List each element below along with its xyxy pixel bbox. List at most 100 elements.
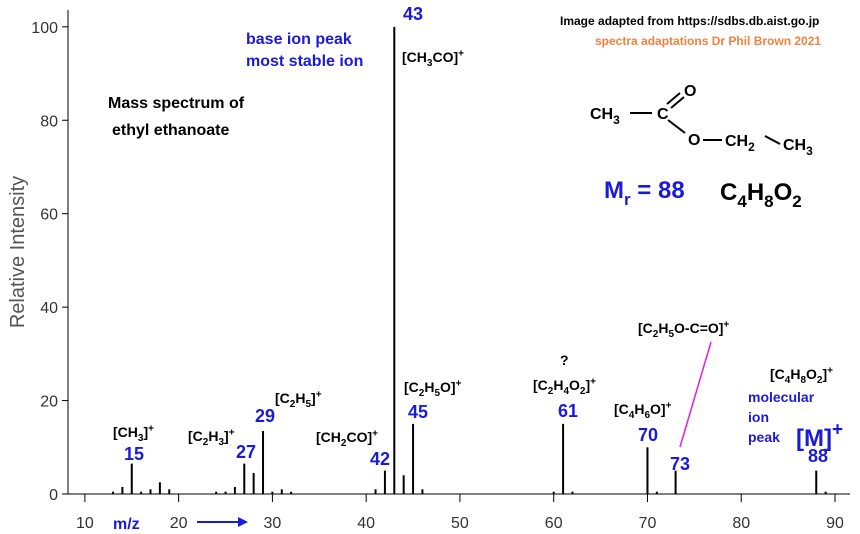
label-part: [C	[275, 390, 290, 406]
title: Mass spectrum of	[108, 95, 245, 112]
y-tick-label: 0	[49, 487, 58, 504]
label: [CH3]+	[113, 423, 154, 444]
label-part: +	[590, 376, 596, 387]
note: peak	[748, 429, 780, 445]
label: [C2H5]+	[275, 389, 322, 410]
label-part: H	[295, 390, 305, 406]
data-label: 73	[670, 454, 690, 474]
label-part: O	[688, 132, 700, 149]
data-label: 15	[124, 444, 144, 464]
label-part: H	[658, 320, 668, 336]
label: [C4H8O2]+	[770, 365, 833, 386]
x-tick-label: 50	[451, 515, 469, 532]
y-tick-label: 20	[40, 394, 58, 411]
label: [M]+	[796, 420, 843, 452]
label-part: CH	[725, 133, 748, 150]
label-part: 2	[341, 438, 347, 449]
label-part: 5	[305, 399, 311, 410]
label-part: 2	[653, 329, 659, 340]
note: molecular	[748, 389, 815, 405]
label-part: ]	[224, 428, 229, 444]
x-tick-label: 90	[826, 515, 844, 532]
label-part: [C	[638, 320, 653, 336]
data-label: 88	[808, 446, 828, 466]
label-part: +	[456, 378, 462, 389]
label-part: [C	[404, 379, 419, 395]
label: CH3	[783, 137, 813, 158]
title: ethyl ethanoate	[112, 122, 229, 139]
label: [C2H5O-C=O]+	[638, 319, 729, 340]
label: C	[657, 106, 669, 123]
label-part: CO]	[432, 49, 458, 65]
label-part: O]	[440, 379, 456, 395]
label-part: 4	[563, 386, 569, 397]
label-part: 3	[218, 437, 224, 448]
label-part: ]	[143, 424, 148, 440]
y-tick-label: 60	[40, 207, 58, 224]
label-part: CH	[590, 106, 613, 123]
data-label: 29	[255, 406, 275, 426]
label-part: H	[208, 428, 218, 444]
label-part: +	[372, 428, 378, 439]
label-part: O	[806, 366, 817, 382]
label-part: 3	[427, 58, 433, 69]
note: ion	[748, 409, 769, 425]
label-part: H	[747, 179, 764, 206]
label-part: 2	[548, 386, 554, 397]
label-part: 3	[138, 433, 144, 444]
label-part: M	[604, 177, 624, 204]
data-label: 45	[408, 402, 428, 422]
label-part: H	[634, 401, 644, 417]
label-part: O	[774, 179, 793, 206]
label-part: 2	[748, 140, 755, 154]
label: C4H8O2	[720, 179, 802, 211]
label-part: 2	[580, 386, 586, 397]
label: [C2H4O2]+	[533, 376, 596, 397]
label: [CH3CO]+	[402, 48, 464, 69]
data-label: 61	[558, 401, 578, 421]
label-part: +	[229, 427, 235, 438]
label-part: 2	[290, 399, 296, 410]
y-tick-label: 40	[40, 300, 58, 317]
note: base ion peak	[246, 31, 352, 48]
x-axis-label: m/z	[113, 516, 140, 533]
label-part: r	[624, 190, 631, 209]
label: CH2	[725, 133, 755, 154]
pointer	[679, 341, 712, 448]
data-label: 70	[638, 425, 658, 445]
label-part: 2	[792, 192, 801, 211]
x-tick-label: 80	[732, 515, 750, 532]
label-part: CH	[783, 137, 806, 154]
label: [CH2CO]+	[316, 428, 378, 449]
credit: Image adapted from https://sdbs.db.aist.…	[560, 14, 819, 28]
label-part: CO]	[346, 429, 372, 445]
label-part: H	[553, 377, 563, 393]
label-part: ?	[560, 352, 569, 368]
label-part: [CH	[316, 429, 341, 445]
label-part: 5	[434, 388, 440, 399]
label-part: = 88	[631, 177, 685, 204]
label: ?	[560, 352, 569, 368]
label-part: 5	[668, 329, 674, 340]
label: O	[684, 83, 696, 100]
label-part: ]	[311, 390, 316, 406]
label-part: 3	[806, 144, 813, 158]
data-label: 43	[403, 4, 423, 24]
label-part: ]	[585, 377, 590, 393]
label-part: ]	[822, 366, 827, 382]
bonds	[630, 92, 781, 145]
label-part: 4	[737, 192, 747, 211]
data-label: 42	[370, 449, 390, 469]
label-part: [C	[770, 366, 785, 382]
label: [C4H6O]+	[614, 400, 672, 421]
label-part: 4	[785, 375, 791, 386]
label: [C2H3]+	[188, 427, 235, 448]
y-axis-label: Relative Intensity	[7, 176, 29, 328]
label-part: 3	[613, 113, 620, 127]
x-tick-label: 30	[264, 515, 282, 532]
label-part: O	[569, 377, 580, 393]
label-part: O-C=O]	[674, 320, 723, 336]
x-tick-label: 20	[170, 515, 188, 532]
label-part: O]	[650, 401, 666, 417]
